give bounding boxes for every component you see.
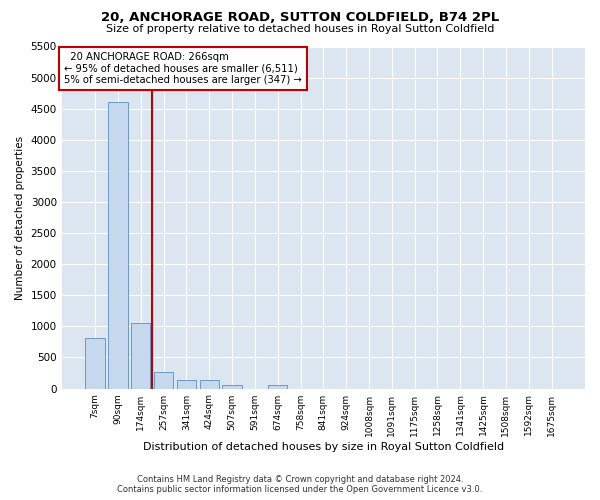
- Text: 20, ANCHORAGE ROAD, SUTTON COLDFIELD, B74 2PL: 20, ANCHORAGE ROAD, SUTTON COLDFIELD, B7…: [101, 11, 499, 24]
- Text: Size of property relative to detached houses in Royal Sutton Coldfield: Size of property relative to detached ho…: [106, 24, 494, 34]
- Y-axis label: Number of detached properties: Number of detached properties: [15, 136, 25, 300]
- Text: Contains HM Land Registry data © Crown copyright and database right 2024.
Contai: Contains HM Land Registry data © Crown c…: [118, 474, 482, 494]
- Bar: [200, 380, 219, 388]
- Bar: [154, 372, 173, 388]
- Text: 20 ANCHORAGE ROAD: 266sqm  
← 95% of detached houses are smaller (6,511)
5% of s: 20 ANCHORAGE ROAD: 266sqm ← 95% of detac…: [64, 52, 302, 85]
- Bar: [223, 386, 242, 388]
- X-axis label: Distribution of detached houses by size in Royal Sutton Coldfield: Distribution of detached houses by size …: [143, 442, 504, 452]
- Bar: [85, 338, 105, 388]
- Bar: [268, 385, 287, 388]
- Bar: [131, 322, 151, 388]
- Bar: [108, 102, 128, 389]
- Bar: [177, 380, 196, 388]
